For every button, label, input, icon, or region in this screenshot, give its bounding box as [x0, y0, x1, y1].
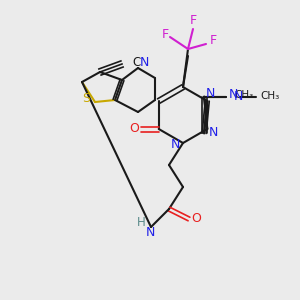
Text: S: S — [82, 92, 90, 106]
Text: N: N — [209, 127, 219, 140]
Text: C: C — [132, 56, 140, 68]
Text: F: F — [209, 34, 217, 47]
Text: O: O — [129, 122, 139, 136]
Text: N: N — [228, 88, 238, 101]
Text: F: F — [161, 28, 169, 40]
Text: N: N — [140, 56, 149, 68]
Text: N: N — [206, 87, 215, 100]
Text: O: O — [191, 212, 201, 226]
Text: N: N — [145, 226, 155, 238]
Text: N: N — [234, 90, 244, 103]
Text: H: H — [136, 215, 146, 229]
Text: N: N — [170, 139, 180, 152]
Text: CH₃: CH₃ — [260, 91, 279, 101]
Text: CH₃: CH₃ — [235, 90, 254, 100]
Text: F: F — [189, 14, 197, 28]
